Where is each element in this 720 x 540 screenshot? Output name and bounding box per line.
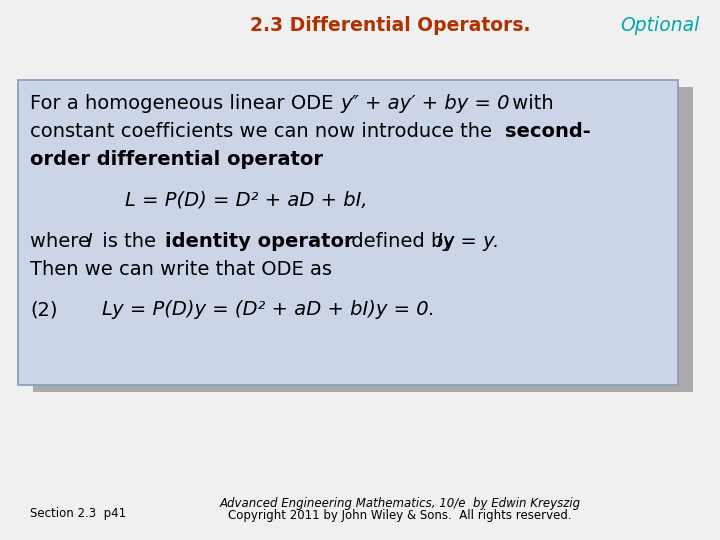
Text: constant coefficients we can now introduce the: constant coefficients we can now introdu… — [30, 122, 498, 141]
Text: Iy = y.: Iy = y. — [437, 232, 500, 251]
Text: Ly = P(D)y = (D² + aD + bI)y = 0.: Ly = P(D)y = (D² + aD + bI)y = 0. — [102, 300, 435, 319]
Text: defined by: defined by — [345, 232, 461, 251]
Text: (2): (2) — [30, 300, 58, 319]
Text: is the: is the — [96, 232, 162, 251]
Text: with: with — [506, 94, 554, 113]
Text: Advanced Engineering Mathematics, 10/e  by Edwin Kreyszig: Advanced Engineering Mathematics, 10/e b… — [220, 497, 580, 510]
FancyBboxPatch shape — [33, 87, 693, 392]
FancyBboxPatch shape — [18, 80, 678, 385]
Text: Copyright 2011 by John Wiley & Sons.  All rights reserved.: Copyright 2011 by John Wiley & Sons. All… — [228, 509, 572, 522]
Text: Section 2.3  p41: Section 2.3 p41 — [30, 507, 126, 520]
Text: L = P(D) = D² + aD + bI,: L = P(D) = D² + aD + bI, — [125, 190, 368, 209]
Text: where: where — [30, 232, 96, 251]
Text: For a homogeneous linear ODE: For a homogeneous linear ODE — [30, 94, 340, 113]
Text: second-: second- — [505, 122, 590, 141]
Text: Then we can write that ODE as: Then we can write that ODE as — [30, 260, 332, 279]
Text: 2.3 Differential Operators.: 2.3 Differential Operators. — [250, 16, 530, 35]
Text: identity operator: identity operator — [165, 232, 354, 251]
Text: Optional: Optional — [621, 16, 700, 35]
Text: order differential operator: order differential operator — [30, 150, 323, 169]
Text: y″ + ay′ + by = 0: y″ + ay′ + by = 0 — [340, 94, 510, 113]
Text: I: I — [86, 232, 91, 251]
